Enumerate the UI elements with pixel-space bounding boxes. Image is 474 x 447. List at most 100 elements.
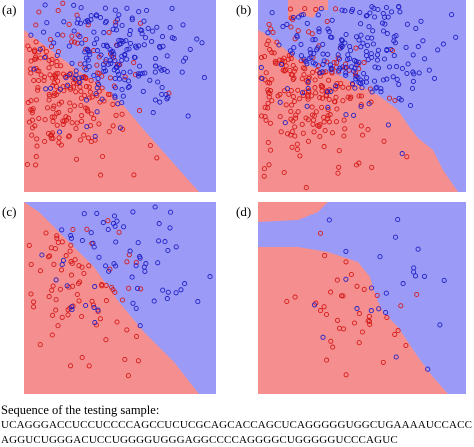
red-point (44, 105, 51, 111)
blue-point (130, 209, 136, 215)
red-point (79, 113, 85, 119)
red-point (285, 131, 291, 137)
blue-point (364, 75, 370, 81)
blue-point (378, 86, 384, 92)
red-point (369, 164, 375, 170)
red-point (309, 104, 315, 110)
blue-point (389, 9, 395, 15)
blue-point (343, 248, 349, 254)
blue-point (301, 56, 307, 62)
blue-point (69, 304, 75, 310)
red-point (348, 94, 354, 100)
red-point (51, 103, 57, 109)
blue-point (59, 262, 65, 268)
blue-point (441, 277, 447, 283)
blue-point (449, 12, 455, 18)
blue-point (307, 47, 313, 53)
red-point (321, 144, 327, 150)
blue-point (298, 41, 304, 47)
blue-point (119, 87, 125, 93)
red-point (274, 60, 280, 66)
red-point (53, 297, 59, 303)
red-point (313, 6, 319, 12)
blue-point (182, 281, 188, 287)
red-point (332, 6, 339, 12)
red-point (343, 372, 349, 378)
red-point (336, 148, 342, 154)
blue-point (142, 70, 148, 76)
blue-point (384, 31, 390, 37)
blue-class-region (258, 202, 466, 394)
red-point (300, 65, 306, 71)
red-point (31, 77, 37, 84)
red-point (288, 88, 294, 94)
red-point (116, 229, 122, 235)
red-point (299, 121, 305, 127)
red-point (27, 46, 33, 52)
blue-point (74, 20, 80, 26)
blue-point (415, 246, 421, 252)
red-point (55, 323, 61, 329)
red-point (47, 72, 53, 78)
red-point (288, 24, 294, 30)
blue-point (113, 22, 119, 28)
red-point (331, 60, 337, 66)
blue-point (320, 51, 326, 57)
red-point (33, 162, 39, 168)
blue-point (393, 354, 399, 360)
red-point (321, 119, 327, 125)
blue-point (426, 67, 432, 73)
blue-point (280, 24, 286, 30)
blue-point (397, 9, 403, 15)
blue-point (171, 36, 177, 42)
red-point (293, 112, 299, 118)
blue-point (94, 85, 100, 91)
blue-point (375, 6, 381, 13)
red-point (85, 108, 91, 114)
red-point (323, 311, 330, 318)
red-point (341, 117, 347, 123)
red-point (124, 259, 130, 265)
blue-point (276, 42, 282, 48)
red-point (334, 277, 340, 283)
red-point (302, 5, 308, 12)
red-point (36, 77, 42, 84)
red-point (88, 77, 94, 83)
red-point (334, 317, 341, 323)
red-point (335, 55, 341, 61)
blue-point (112, 58, 118, 64)
red-point (289, 102, 295, 108)
red-point (66, 134, 72, 140)
red-point (277, 114, 283, 120)
blue-point (135, 240, 141, 246)
blue-point (162, 239, 168, 245)
blue-point (82, 61, 88, 67)
red-point (83, 84, 89, 90)
red-point (336, 325, 343, 331)
red-point (53, 307, 59, 313)
blue-point (78, 5, 84, 11)
blue-point (61, 19, 67, 25)
red-point (313, 90, 319, 96)
red-point (305, 117, 311, 123)
blue-point (437, 322, 443, 328)
blue-point (185, 113, 191, 119)
blue-point (385, 122, 391, 128)
red-point (69, 39, 75, 45)
red-point (58, 267, 65, 273)
blue-point (404, 70, 410, 77)
blue-point (112, 7, 118, 13)
blue-point (124, 56, 130, 62)
blue-point (366, 24, 372, 30)
red-point (114, 319, 120, 325)
red-point (267, 88, 274, 94)
panel-label-d: (d) (236, 204, 252, 219)
red-point (69, 120, 75, 126)
red-point (292, 124, 298, 130)
blue-point (140, 88, 146, 94)
blue-point (343, 64, 349, 70)
red-point (126, 285, 132, 291)
blue-point (99, 96, 105, 102)
red-point (86, 84, 92, 90)
red-point (319, 95, 325, 101)
